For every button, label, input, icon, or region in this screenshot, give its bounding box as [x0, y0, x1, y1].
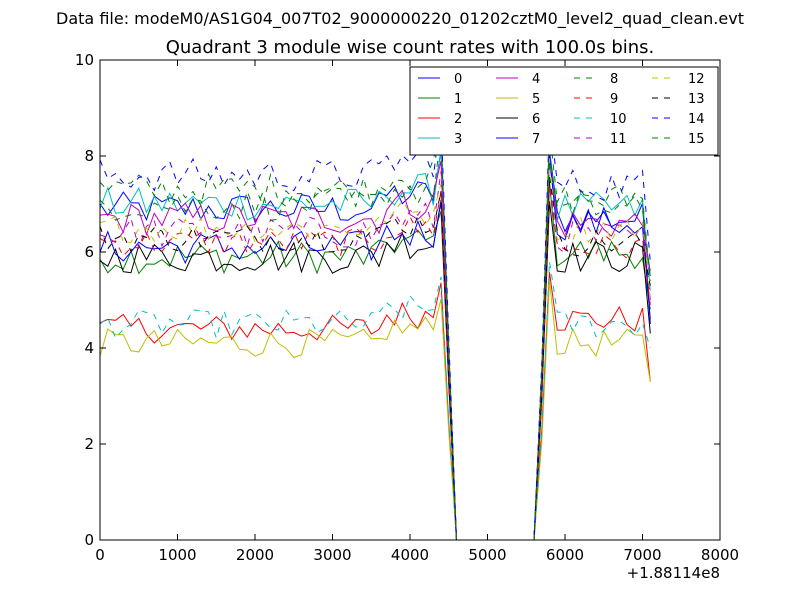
series-line-6 — [100, 201, 651, 540]
series-line-12 — [100, 158, 651, 540]
legend-label-11: 11 — [610, 132, 627, 147]
series-line-5 — [100, 280, 651, 540]
x-axis: 0 1000 2000 3000 4000 5000 6000 7000 8000 — [95, 60, 739, 564]
legend-label-0: 0 — [454, 72, 462, 87]
x-tick-label: 0 — [95, 546, 105, 564]
legend-label-4: 4 — [532, 72, 540, 87]
series-line-15 — [100, 133, 651, 540]
series-line-7 — [100, 156, 651, 540]
x-tick-label: 2000 — [236, 546, 274, 564]
x-tick-label: 1000 — [158, 546, 196, 564]
legend-label-3: 3 — [454, 132, 462, 147]
x-tick-label: 6000 — [546, 546, 584, 564]
series-line-4 — [100, 160, 651, 540]
plot-area — [100, 114, 651, 540]
series-line-3 — [100, 148, 651, 540]
x-tick-label: 3000 — [313, 546, 351, 564]
legend-label-8: 8 — [610, 72, 618, 87]
series-line-2 — [100, 272, 651, 540]
legend-label-1: 1 — [454, 92, 462, 107]
legend-label-15: 15 — [688, 132, 705, 147]
x-tick-label: 8000 — [701, 546, 739, 564]
series-line-11 — [100, 171, 651, 540]
series-line-9 — [100, 185, 651, 540]
series-line-8 — [100, 129, 651, 540]
legend-label-7: 7 — [532, 132, 540, 147]
series-line-10 — [100, 261, 651, 540]
y-tick-label: 10 — [75, 51, 94, 69]
y-tick-label: 2 — [84, 435, 94, 453]
y-tick-label: 4 — [84, 339, 94, 357]
series-line-14 — [100, 114, 651, 540]
legend-label-14: 14 — [688, 112, 705, 127]
legend-label-5: 5 — [532, 92, 540, 107]
chart-title: Quadrant 3 module wise count rates with … — [166, 37, 655, 58]
legend-box — [409, 66, 719, 156]
x-tick-label: 7000 — [623, 546, 661, 564]
x-offset-label: +1.88114e8 — [627, 564, 720, 582]
legend-label-6: 6 — [532, 112, 540, 127]
legend-label-10: 10 — [610, 112, 627, 127]
x-tick-label: 4000 — [391, 546, 429, 564]
y-tick-label: 6 — [84, 243, 94, 261]
series-line-1 — [100, 181, 651, 540]
legend-label-9: 9 — [610, 92, 618, 107]
series-line-13 — [100, 176, 651, 540]
suptitle: Data file: modeM0/AS1G04_007T02_90000002… — [56, 9, 744, 29]
y-tick-label: 0 — [84, 531, 94, 549]
x-tick-label: 5000 — [468, 546, 506, 564]
legend-label-12: 12 — [688, 72, 705, 87]
legend-label-2: 2 — [454, 112, 462, 127]
legend-label-13: 13 — [688, 92, 705, 107]
y-tick-label: 8 — [84, 147, 94, 165]
